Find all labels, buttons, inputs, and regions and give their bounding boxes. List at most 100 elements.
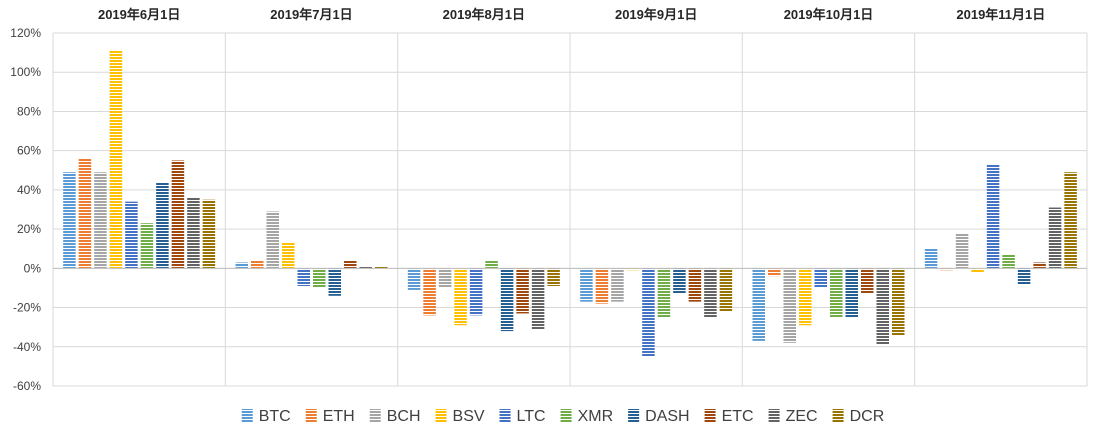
y-tick-label: 120% <box>10 26 41 40</box>
bar-btc <box>63 172 76 269</box>
bar-zec <box>876 268 889 345</box>
y-tick-label: 60% <box>17 144 41 158</box>
legend-label-xmr: XMR <box>578 408 614 425</box>
bar-etc <box>1033 262 1046 269</box>
legend-swatch-ltc <box>499 409 511 423</box>
y-tick-label: 40% <box>17 183 41 197</box>
bar-eth <box>940 268 953 271</box>
bar-dash <box>156 182 169 269</box>
category-label: 2019年11月1日 <box>956 7 1045 22</box>
category-label: 2019年7月1日 <box>270 7 352 22</box>
bar-btc <box>924 248 938 269</box>
y-tick-label: -40% <box>13 340 41 354</box>
legend-label-btc: BTC <box>259 408 291 425</box>
legend: BTC ETH BCH BSV LTC XMR DASH ETC ZEC DCR <box>241 408 885 425</box>
bar-xmr <box>1002 254 1015 269</box>
y-tick-label: 0% <box>24 261 42 275</box>
bar-xmr <box>313 268 326 288</box>
bar-bsv <box>282 242 295 269</box>
bar-ltc <box>469 268 483 316</box>
bar-eth <box>78 158 92 269</box>
y-tick-label: 80% <box>17 104 41 118</box>
bar-btc <box>752 268 765 341</box>
bar-ltc <box>642 268 655 357</box>
bar-etc <box>171 160 185 269</box>
bar-dcr <box>202 199 216 269</box>
legend-label-zec: ZEC <box>786 408 818 425</box>
bar-bch <box>955 233 969 269</box>
grid-layer <box>52 32 1088 387</box>
legend-label-bch: BCH <box>387 408 421 425</box>
category-label-layer: 2019年6月1日 2019年7月1日 2019年8月1日 2019年9月1日 2019… <box>98 7 1045 22</box>
bar-eth <box>768 268 781 277</box>
bar-zec <box>359 266 372 269</box>
bar-dcr <box>1064 172 1077 269</box>
bar-dcr <box>892 268 905 336</box>
legend-swatch-btc <box>241 409 253 423</box>
bar-dash <box>328 268 341 296</box>
bar-bsv <box>454 268 467 326</box>
bar-zec <box>531 268 545 330</box>
bar-dash <box>673 268 686 294</box>
bar-eth <box>251 260 264 269</box>
category-label: 2019年10月1日 <box>784 7 874 22</box>
bar-xmr <box>657 268 671 318</box>
bar-dcr <box>375 266 388 269</box>
bar-dcr <box>719 268 733 312</box>
bar-bch <box>783 268 796 343</box>
bar-eth <box>423 268 436 316</box>
bar-btc <box>235 262 248 269</box>
bar-bch <box>266 211 279 269</box>
bar-dcr <box>547 268 560 286</box>
legend-label-ltc: LTC <box>517 408 546 425</box>
bar-eth <box>595 268 609 304</box>
bar-ltc <box>125 201 138 269</box>
legend-label-eth: ETH <box>323 408 355 425</box>
bar-bsv <box>626 268 640 271</box>
y-tick-label: -20% <box>13 301 41 315</box>
y-tick-label: 20% <box>17 222 41 236</box>
y-tick-label: 100% <box>10 65 41 79</box>
legend-swatch-dash <box>628 409 640 423</box>
bar-btc <box>407 268 421 290</box>
axis-layer: -60% -40% -20% 0% 20% 40% 60% 80% 100% 120% <box>10 26 1087 393</box>
legend-swatch-xmr <box>560 409 572 423</box>
legend-swatch-bsv <box>435 409 447 423</box>
bar-dash <box>1017 268 1031 285</box>
bar-etc <box>688 268 702 302</box>
legend-swatch-eth <box>305 409 317 423</box>
bar-bch <box>438 268 452 288</box>
bar-bch <box>94 172 107 269</box>
legend-label-bsv: BSV <box>453 408 485 425</box>
bar-bsv <box>971 268 984 273</box>
bar-bsv <box>109 50 123 269</box>
bar-zec <box>704 268 717 318</box>
bar-btc <box>580 268 593 302</box>
bar-bch <box>611 268 624 302</box>
bar-etc <box>516 268 529 314</box>
bar-ltc <box>986 164 1000 269</box>
bar-zec <box>187 197 200 269</box>
bar-etc <box>344 260 357 269</box>
legend-label-dash: DASH <box>645 408 689 425</box>
legend-swatch-etc <box>704 409 716 423</box>
category-label: 2019年6月1日 <box>98 7 180 22</box>
bar-dash <box>500 268 514 332</box>
bar-ltc <box>297 268 310 286</box>
legend-label-etc: ETC <box>722 408 754 425</box>
legend-label-dcr: DCR <box>850 408 885 425</box>
bar-xmr <box>485 260 498 269</box>
bar-ltc <box>814 268 827 288</box>
bar-etc <box>861 268 874 294</box>
legend-swatch-bch <box>369 409 381 423</box>
category-label: 2019年9月1日 <box>615 7 697 22</box>
legend-swatch-dcr <box>832 409 844 423</box>
bar-xmr <box>140 223 154 269</box>
y-tick-label: -60% <box>13 379 41 393</box>
bars-layer <box>63 50 1077 357</box>
legend-swatch-zec <box>768 409 780 423</box>
bar-bsv <box>799 268 812 326</box>
bar-xmr <box>830 268 843 318</box>
